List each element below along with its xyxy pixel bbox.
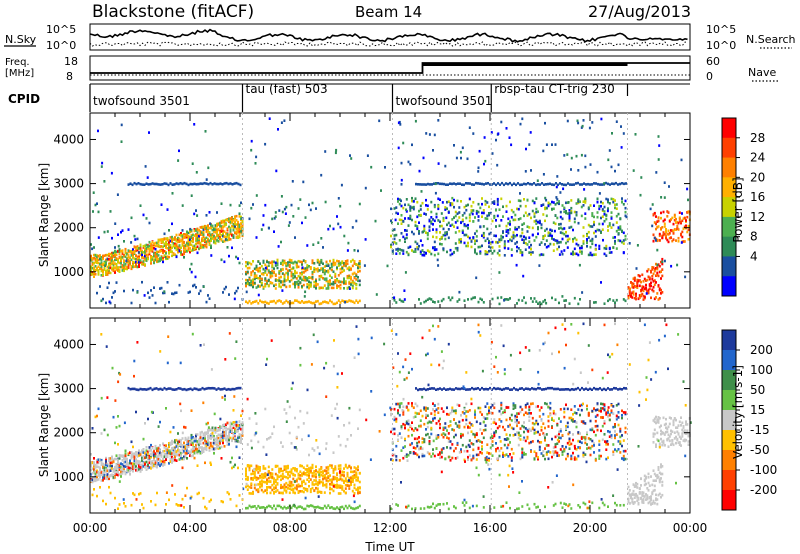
nsky-panel xyxy=(89,23,691,51)
velocity-cbar-label: Velocity [m s-1] xyxy=(731,365,745,459)
freq-band xyxy=(422,63,628,66)
time-tick-label: 00:00 xyxy=(673,521,708,535)
freq-series xyxy=(90,62,690,76)
range-tick-label: 2000 xyxy=(53,426,84,440)
nsearch-line xyxy=(89,41,688,47)
time-tick-label: 04:00 xyxy=(173,521,208,535)
colorbar-swatch xyxy=(722,490,736,511)
range-tick-label: 3000 xyxy=(53,382,84,396)
colorbar-tick-label: 8 xyxy=(750,230,758,244)
colorbar-swatch xyxy=(722,450,736,471)
time-tick-label: 08:00 xyxy=(273,521,308,535)
range-tick-label: 3000 xyxy=(53,177,84,191)
colorbar-swatch xyxy=(722,430,736,451)
cpid-segment-label: twofsound 3501 xyxy=(93,94,190,108)
nave-label: Nave xyxy=(748,66,776,79)
power-colorbar: 28 24 20 16 12 8 4 xyxy=(721,117,765,297)
colorbar-tick-label: -15 xyxy=(750,423,770,437)
freq-panel xyxy=(89,55,691,81)
power-panel: 1000 2000 3000 4000 xyxy=(53,112,691,309)
colorbar-tick-label: 12 xyxy=(750,210,765,224)
colorbar-tick-label: 50 xyxy=(750,383,765,397)
nsearch-ytick-top: 10^5 xyxy=(706,23,736,36)
nsky-series xyxy=(89,28,688,47)
colorbar-swatch xyxy=(722,197,736,218)
date-label: 27/Aug/2013 xyxy=(588,2,691,21)
colorbar-tick-label: 4 xyxy=(750,249,758,263)
velocity-pixels xyxy=(90,322,692,511)
colorbar-tick-label: 200 xyxy=(750,343,773,357)
colorbar-swatch xyxy=(722,177,736,198)
site-title: Blackstone (fitACF) xyxy=(92,2,254,22)
freq-tick-top: 18 xyxy=(64,55,78,68)
nave-tick-bottom: 0 xyxy=(706,70,713,83)
velocity-ylabel: Slant Range [km] xyxy=(37,373,51,477)
beam-label: Beam 14 xyxy=(355,3,422,21)
colorbar-swatch xyxy=(722,350,736,371)
colorbar-tick-label: 20 xyxy=(750,170,765,184)
nsky-line xyxy=(89,28,688,43)
freq-label-1: Freq. xyxy=(5,57,30,68)
colorbar-swatch xyxy=(722,410,736,431)
range-tick-label: 4000 xyxy=(53,337,84,351)
colorbar-tick-label: 100 xyxy=(750,363,773,377)
nsearch-ytick-bottom: 10^0 xyxy=(706,39,736,52)
colorbar-swatch xyxy=(722,236,736,257)
time-xlabel: Time UT xyxy=(364,540,415,554)
nsky-label: N.Sky xyxy=(5,33,37,46)
time-tick-label: 16:00 xyxy=(473,521,508,535)
cpid-row: twofsound 3501 tau (fast) 503 twofsound 35… xyxy=(89,82,629,112)
time-tick-label: 12:00 xyxy=(373,521,408,535)
freq-tick-bottom: 8 xyxy=(66,70,73,83)
nsky-ytick-bottom: 10^0 xyxy=(46,39,76,52)
colorbar-tick-label: -200 xyxy=(750,483,777,497)
colorbar-swatch xyxy=(722,276,736,297)
velocity-colorbar: 200 100 50 15 -15 -50 -100 -200 xyxy=(721,329,777,511)
range-tick-label: 2000 xyxy=(53,221,84,235)
cpid-segment-label: twofsound 3501 xyxy=(396,94,493,108)
colorbar-tick-label: -50 xyxy=(750,443,770,457)
freq-label-2: [MHz] xyxy=(5,68,34,79)
cpid-segment-label: tau (fast) 503 xyxy=(246,82,328,96)
colorbar-tick-label: 15 xyxy=(750,403,765,417)
colorbar-swatch xyxy=(722,390,736,411)
colorbar-tick-label: 28 xyxy=(750,131,765,145)
power-cbar-label: Power [dB] xyxy=(731,177,745,242)
colorbar-swatch xyxy=(722,157,736,178)
colorbar-swatch xyxy=(722,256,736,277)
colorbar-swatch xyxy=(722,330,736,351)
colorbar-swatch xyxy=(722,216,736,238)
nsky-ytick-top: 10^5 xyxy=(46,23,76,36)
colorbar-tick-label: 24 xyxy=(750,151,765,165)
range-tick-label: 4000 xyxy=(53,132,84,146)
colorbar-swatch xyxy=(722,370,736,391)
nsearch-label: N.Search xyxy=(746,33,796,46)
nave-tick-top: 60 xyxy=(706,55,720,68)
time-tick-label: 00:00 xyxy=(73,521,108,535)
velocity-panel: 1000 2000 3000 4000 00:00 04:00 08:00 12:00 16:0… xyxy=(53,317,708,535)
colorbar-tick-label: -100 xyxy=(750,463,777,477)
range-tick-label: 1000 xyxy=(53,470,84,484)
power-pixels xyxy=(90,117,691,306)
range-tick-label: 1000 xyxy=(53,265,84,279)
colorbar-swatch xyxy=(722,137,736,159)
colorbar-tick-label: 16 xyxy=(750,190,765,204)
cpid-segment-label: rbsp-tau CT-trig 230 xyxy=(494,82,614,96)
time-tick-label: 20:00 xyxy=(573,521,608,535)
cpid-label: CPID xyxy=(8,92,40,106)
power-ylabel: Slant Range [km] xyxy=(37,163,51,267)
colorbar-swatch xyxy=(722,118,736,139)
colorbar-swatch xyxy=(722,470,736,491)
